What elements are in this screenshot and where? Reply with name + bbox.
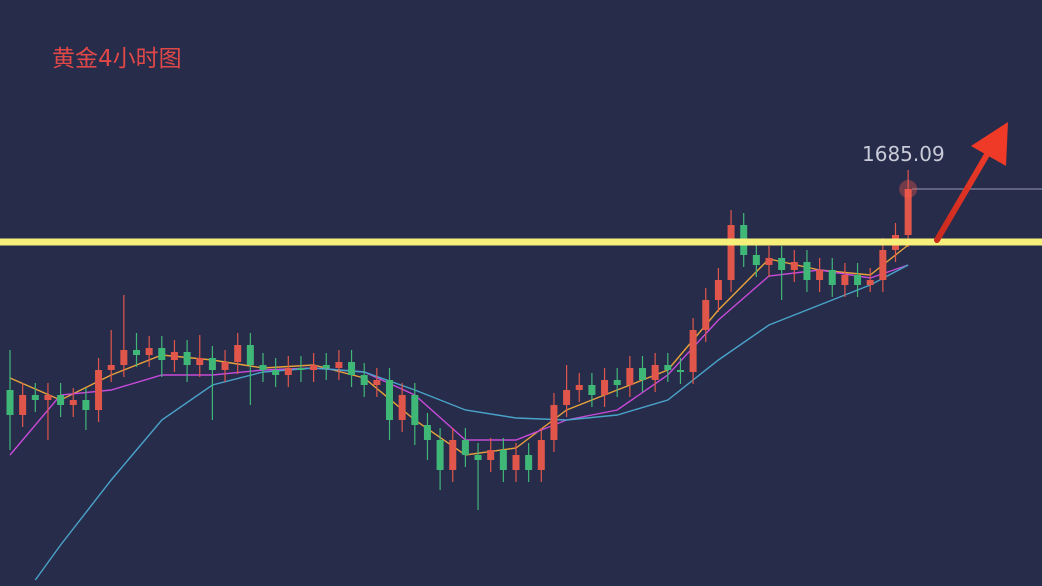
candle-body (145, 348, 153, 355)
candle-body (461, 440, 469, 455)
candle-body (879, 250, 887, 280)
candle-body (386, 380, 393, 420)
candle-body (487, 450, 495, 460)
plot (6, 170, 1042, 581)
candle-body (208, 358, 216, 370)
candle-body (727, 225, 735, 280)
candle-body (360, 375, 368, 385)
candle-body (69, 400, 77, 405)
candle-body (601, 380, 609, 395)
candle-body (765, 258, 773, 265)
candle-body (95, 370, 103, 410)
candle-body (246, 345, 254, 365)
last-price-glow (899, 180, 918, 199)
candle-body (499, 450, 507, 470)
candle-body (82, 400, 90, 410)
candle-body (196, 358, 204, 365)
candle-body (449, 440, 457, 470)
candle-body (525, 455, 533, 470)
candle-body (19, 395, 27, 415)
candle-body (866, 280, 874, 285)
candle-body (778, 258, 786, 270)
candle-body (120, 350, 128, 365)
chart-title: 黄金4小时图 (52, 46, 182, 72)
candle-body (398, 395, 406, 420)
candle-body (31, 395, 39, 400)
candle-body (183, 352, 191, 365)
arrow-shaft (934, 143, 995, 243)
candle-body (626, 368, 634, 385)
candle-body (411, 395, 419, 425)
candle-body (676, 370, 684, 372)
candle-body (322, 365, 330, 368)
candle-body (512, 455, 520, 470)
candle-body (6, 390, 14, 415)
candle-body (133, 350, 140, 355)
candle-body (702, 300, 710, 330)
candle-body (651, 365, 659, 380)
arrow-head (971, 122, 1008, 166)
candle-body (57, 395, 65, 405)
candle-body (259, 365, 267, 370)
last-price-label: 1685.09 (862, 142, 945, 166)
moving-average (34, 264, 909, 581)
candle-body (537, 440, 545, 470)
candle-body (373, 380, 381, 385)
candle-body (689, 330, 697, 372)
candle-body (310, 365, 318, 370)
candle-body (158, 348, 166, 360)
candle-body (550, 405, 558, 440)
candle-body (107, 365, 115, 370)
candle-body (854, 275, 862, 285)
candle-body (436, 440, 444, 470)
candle-body (284, 368, 292, 375)
candle-body (474, 455, 482, 460)
candle-body (904, 189, 912, 235)
candle-body (588, 385, 596, 395)
candle-body (170, 352, 178, 360)
candle-body (714, 280, 722, 300)
candle-body (234, 345, 242, 362)
candle-body (563, 390, 571, 405)
candle-body (752, 255, 760, 265)
candle-body (841, 275, 849, 285)
candle-body (803, 262, 811, 280)
candle-body (423, 425, 431, 440)
candle-body (816, 270, 824, 280)
candle-body (335, 362, 343, 368)
candle-body (272, 370, 280, 375)
candle-body (575, 385, 583, 390)
candle-body (639, 368, 646, 380)
candle-body (44, 395, 52, 400)
candle-body (790, 262, 798, 270)
candle-body (828, 270, 836, 285)
candle-body (297, 368, 305, 370)
candle-body (664, 365, 672, 370)
candle-body (613, 380, 621, 385)
arrow (934, 122, 1008, 243)
candle-body (221, 362, 229, 370)
candle-body (348, 362, 356, 375)
